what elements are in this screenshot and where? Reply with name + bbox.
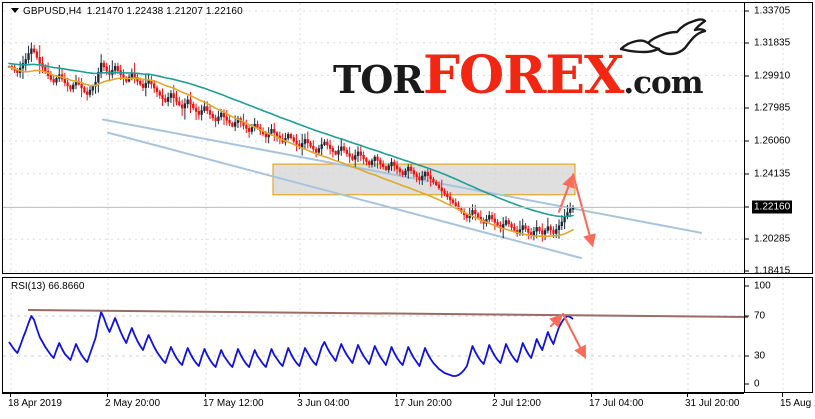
rsi-tick-label: 0 bbox=[754, 378, 760, 390]
symbol-label: GBPUSD,H4 bbox=[23, 6, 82, 17]
rsi-tick-mark bbox=[744, 383, 749, 385]
time-tick-label: 2 May 20:00 bbox=[105, 398, 161, 409]
price-tick-mark bbox=[744, 75, 749, 77]
logo-forex-text: FOREX bbox=[422, 45, 624, 106]
price-tick-mark bbox=[744, 206, 749, 208]
price-tick-mark bbox=[744, 10, 749, 12]
price-tick-mark bbox=[744, 238, 749, 240]
torforex-logo: TORFOREX.com bbox=[333, 18, 706, 106]
rsi-y-axis: 100 70 30 0 bbox=[746, 278, 812, 392]
price-tick-mark bbox=[744, 173, 749, 175]
price-tick-label: 1.26060 bbox=[754, 135, 791, 147]
price-axis-rule bbox=[744, 3, 745, 273]
price-tick-label: 1.20285 bbox=[754, 233, 791, 245]
time-tick-mark bbox=[299, 393, 300, 397]
current-price-label: 1.22160 bbox=[752, 200, 793, 214]
time-tick-mark bbox=[10, 393, 11, 397]
price-tick-label: 1.33705 bbox=[754, 5, 791, 17]
price-tick-mark bbox=[744, 140, 749, 142]
price-tick-label: 1.24135 bbox=[754, 168, 791, 180]
rsi-tick-label: 30 bbox=[754, 350, 766, 362]
time-tick-mark bbox=[687, 393, 688, 397]
price-tick-label: 1.18415 bbox=[754, 265, 791, 274]
price-tick-mark bbox=[744, 107, 749, 109]
time-tick-label: 17 May 12:00 bbox=[203, 398, 264, 409]
chevron-down-icon[interactable] bbox=[11, 8, 19, 13]
time-tick-label: 17 Jun 20:00 bbox=[394, 398, 452, 409]
rsi-tick-mark bbox=[744, 315, 749, 317]
time-tick-mark bbox=[396, 393, 397, 397]
logo-dotcom-text: .com bbox=[623, 65, 703, 101]
time-tick-label: 15 Aug 12:00 bbox=[780, 398, 815, 409]
rsi-tick-mark bbox=[744, 285, 749, 287]
time-tick-label: 18 Apr 2019 bbox=[8, 398, 62, 409]
time-tick-label: 31 Jul 20:00 bbox=[685, 398, 740, 409]
time-tick-mark bbox=[494, 393, 495, 397]
price-tick-label: 1.27985 bbox=[754, 102, 791, 114]
time-tick-mark bbox=[205, 393, 206, 397]
time-axis: 18 Apr 2019 2 May 20:00 17 May 12:00 3 Jun … bbox=[2, 393, 815, 417]
price-chart-panel[interactable]: GBPUSD,H4 1.21470 1.22438 1.21207 1.22160… bbox=[2, 2, 813, 274]
ohlc-values: 1.21470 1.22438 1.21207 1.22160 bbox=[86, 6, 243, 17]
rsi-tick-mark bbox=[744, 355, 749, 357]
rsi-tick-label: 100 bbox=[754, 280, 771, 292]
time-tick-label: 2 Jul 12:00 bbox=[492, 398, 541, 409]
price-tick-mark bbox=[744, 42, 749, 44]
price-tick-mark bbox=[744, 270, 749, 272]
rsi-chart-canvas bbox=[3, 278, 784, 392]
price-tick-label: 1.29910 bbox=[754, 70, 791, 82]
time-axis-baseline bbox=[2, 393, 744, 394]
time-tick-label: 17 Jul 04:00 bbox=[589, 398, 644, 409]
price-y-axis: 1.33705 1.31835 1.29910 1.27985 1.26060 1.241… bbox=[746, 3, 812, 274]
time-tick-mark bbox=[782, 393, 783, 397]
time-tick-label: 3 Jun 04:00 bbox=[297, 398, 350, 409]
bull-icon bbox=[619, 18, 706, 56]
rsi-indicator-panel[interactable]: RSI(13) 66.8660 100 70 30 0 bbox=[2, 277, 813, 393]
symbol-header: GBPUSD,H4 1.21470 1.22438 1.21207 1.22160 bbox=[11, 6, 243, 17]
rsi-tick-label: 70 bbox=[754, 310, 766, 322]
price-tick-label: 1.31835 bbox=[754, 37, 791, 49]
time-tick-mark bbox=[591, 393, 592, 397]
time-tick-mark bbox=[107, 393, 108, 397]
rsi-axis-rule bbox=[744, 278, 745, 392]
logo-tor-text: TOR bbox=[333, 57, 424, 102]
rsi-label: RSI(13) 66.8660 bbox=[11, 281, 85, 292]
price-chart-canvas bbox=[3, 3, 784, 273]
